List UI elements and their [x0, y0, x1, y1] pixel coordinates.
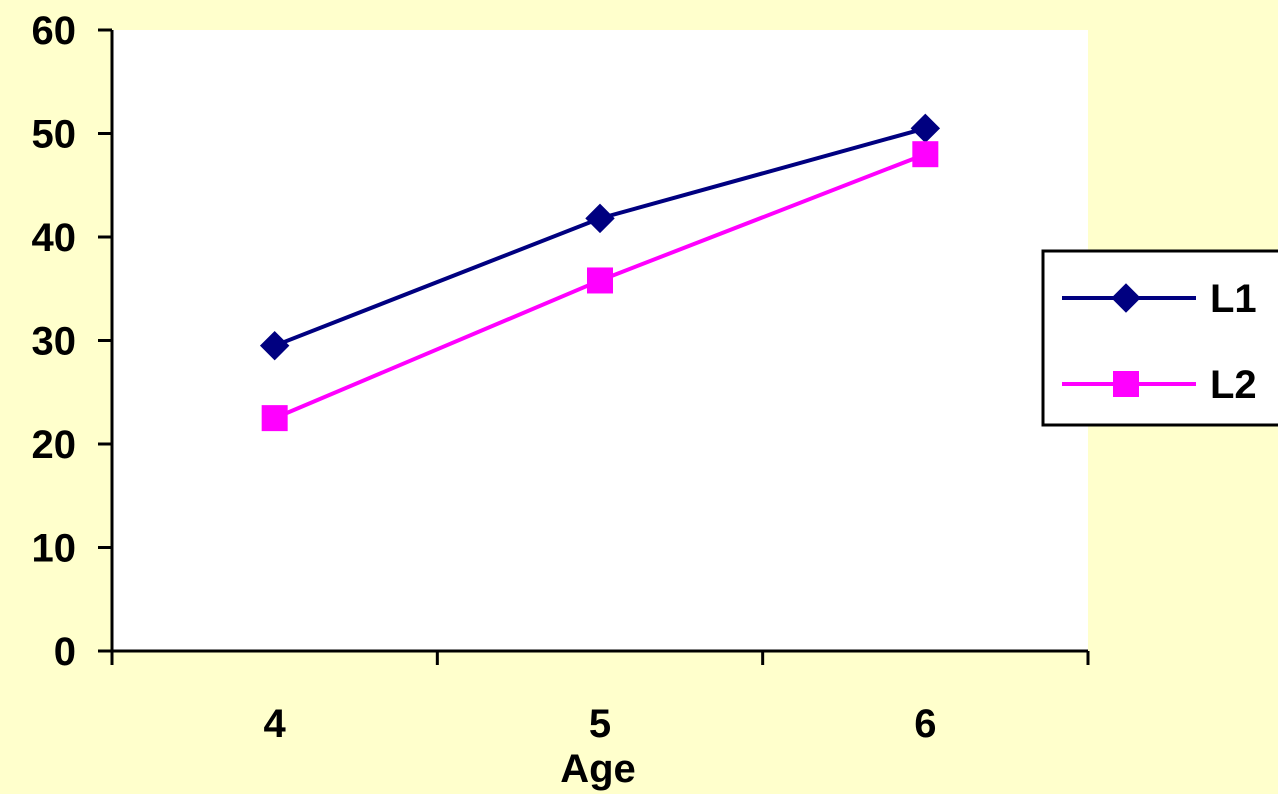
- y-tick-label: 60: [32, 9, 77, 53]
- data-point: [259, 330, 290, 361]
- x-axis: 4 5 6: [98, 649, 1090, 746]
- y-tick-label: 20: [32, 423, 77, 467]
- y-tick-label: 30: [32, 320, 77, 364]
- data-point: [585, 203, 615, 234]
- series-layer: [259, 113, 941, 432]
- legend-marker: [1113, 371, 1139, 397]
- y-tick-label: 50: [32, 113, 77, 157]
- legend-item-L1: L1: [1062, 277, 1257, 321]
- y-tick-label: 40: [32, 216, 77, 260]
- x-tick-label: 6: [914, 702, 936, 746]
- legend-item-L2: L2: [1062, 363, 1257, 407]
- y-axis: 0 10 20 30 40 50 60: [32, 9, 114, 674]
- plot-area: [112, 30, 1088, 651]
- series-L2: [261, 141, 939, 432]
- x-tick-label: 5: [589, 702, 611, 746]
- legend-marker: [1111, 283, 1141, 313]
- legend-box: [1041, 249, 1278, 427]
- series-L1: [259, 113, 941, 361]
- legend-label: L2: [1210, 363, 1257, 407]
- data-point: [912, 141, 939, 168]
- x-tick-label: 4: [264, 702, 287, 746]
- y-tick-label: 0: [54, 630, 76, 674]
- data-point: [261, 405, 288, 432]
- data-point: [587, 267, 613, 294]
- legend: L1 L2: [1041, 249, 1278, 427]
- y-tick-label: 10: [32, 527, 77, 571]
- legend-label: L1: [1210, 277, 1257, 321]
- x-axis-title: Age: [560, 747, 636, 791]
